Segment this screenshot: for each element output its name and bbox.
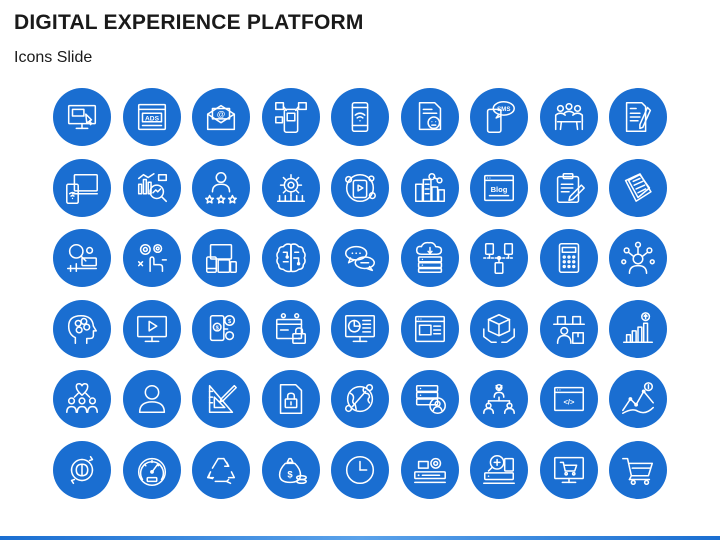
head-brain-icon	[53, 299, 111, 358]
analytics-magnifier-icon	[122, 158, 181, 217]
devices-wifi-icon	[53, 158, 111, 217]
svg-text:$: $	[216, 325, 220, 331]
team-meeting-icon	[539, 88, 598, 146]
global-network-icon	[331, 370, 389, 428]
multi-device-icon	[192, 229, 250, 287]
ads-window-icon: ADS	[122, 88, 181, 146]
dashboard-monitor-icon	[331, 299, 389, 358]
ads-label: ADS	[144, 115, 159, 122]
gear-touch-icon	[122, 229, 181, 287]
documents-stack-icon	[609, 158, 667, 217]
digital-media-cycle-icon	[331, 158, 389, 217]
design-tools-icon	[192, 370, 250, 428]
email-envelope-icon: @	[192, 88, 250, 146]
network-gear-icon	[261, 158, 320, 217]
sms-phone-icon: SMS	[470, 88, 528, 146]
user-rating-icon	[192, 158, 250, 217]
device-network-icon	[470, 229, 528, 287]
at-sign: @	[217, 109, 225, 119]
page-title: DIGITAL EXPERIENCE PLATFORM	[14, 11, 364, 34]
organization-chart-icon	[470, 370, 528, 428]
shopping-cart-icon	[609, 440, 667, 499]
page-subtitle: Icons Slide	[14, 49, 93, 66]
video-monitor-icon	[122, 299, 181, 358]
eco-cycle-icon	[53, 440, 111, 499]
hands-box-icon	[470, 299, 528, 358]
cloud-server-icon	[400, 229, 459, 287]
chat-bubbles-icon	[331, 229, 389, 287]
social-phone-icon	[261, 88, 320, 146]
user-network-icon	[609, 229, 667, 287]
team-heart-icon	[53, 370, 111, 428]
brain-circuit-icon	[261, 229, 320, 287]
server-gear-icon	[400, 440, 459, 499]
code-label: </>	[563, 398, 575, 407]
document-pen-icon	[609, 88, 667, 146]
bottom-accent-bar	[0, 536, 720, 540]
money-coins-icon: $	[261, 440, 320, 499]
analytics-graph-icon	[609, 370, 667, 428]
user-database-icon	[400, 370, 459, 428]
monitor-ad-icon	[53, 88, 111, 146]
svg-text:$: $	[287, 469, 293, 480]
mobile-wifi-icon	[331, 88, 389, 146]
secure-document-icon	[261, 370, 320, 428]
mobile-keypad-icon	[539, 229, 598, 287]
document-feedback-icon	[400, 88, 459, 146]
mobile-payment-icon: $ $	[192, 299, 250, 358]
speedometer-icon	[122, 440, 181, 499]
city-network-icon	[400, 158, 459, 217]
clipboard-edit-icon	[539, 158, 598, 217]
online-shopping-icon	[539, 440, 598, 499]
blog-window-icon: Blog	[470, 158, 528, 217]
secure-payment-icon	[261, 299, 320, 358]
blog-label: Blog	[491, 184, 508, 193]
search-process-icon	[53, 229, 111, 287]
browser-layout-icon	[400, 299, 459, 358]
sms-label: SMS	[497, 106, 510, 113]
warehouse-worker-icon	[539, 299, 598, 358]
search-devices-icon	[470, 440, 528, 499]
icon-grid: ADS @ SMS Blog	[53, 88, 667, 499]
clock-icon	[331, 440, 389, 499]
user-profile-icon	[122, 370, 181, 428]
growth-chart-icon	[609, 299, 667, 358]
code-window-icon: </>	[539, 370, 598, 428]
recycle-icon	[192, 440, 250, 499]
svg-text:$: $	[228, 318, 232, 324]
